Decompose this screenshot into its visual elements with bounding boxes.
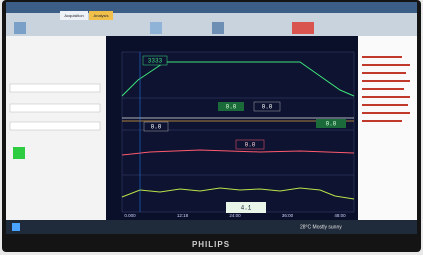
readout: 3333 bbox=[148, 58, 163, 65]
list-item[interactable] bbox=[362, 72, 406, 74]
tab-label[interactable]: Analysis bbox=[94, 13, 109, 18]
list-item[interactable] bbox=[362, 104, 408, 106]
list-item[interactable] bbox=[362, 80, 410, 82]
dropdown[interactable] bbox=[10, 84, 100, 92]
readout: 0.0 bbox=[245, 142, 256, 149]
time-label: 36:00 bbox=[282, 213, 294, 218]
brand: PHILIPS bbox=[192, 240, 230, 249]
readout: 0.0 bbox=[226, 104, 237, 111]
taskbar bbox=[6, 220, 417, 234]
time-label: 0.000 bbox=[124, 213, 136, 218]
channel-list bbox=[362, 56, 410, 122]
list-item[interactable] bbox=[362, 96, 410, 98]
time-label: 48:00 bbox=[334, 213, 346, 218]
time-label: 24:00 bbox=[229, 213, 241, 218]
list-item[interactable] bbox=[362, 56, 402, 58]
readout: 0.0 bbox=[151, 124, 162, 131]
time-label: 12:18 bbox=[177, 213, 189, 218]
toolbar-button[interactable] bbox=[292, 22, 314, 34]
readout: 0.0 bbox=[262, 104, 273, 111]
photo: Acquisition Analysis 3333 0.0 0.0 0.0 0.… bbox=[0, 0, 423, 255]
tab-label[interactable]: Acquisition bbox=[64, 13, 83, 18]
toolbar-icon[interactable] bbox=[212, 22, 224, 34]
list-item[interactable] bbox=[362, 88, 404, 90]
color-swatch[interactable] bbox=[13, 147, 25, 159]
readout: 4.1 bbox=[241, 205, 252, 212]
list-item[interactable] bbox=[362, 112, 410, 114]
list-item[interactable] bbox=[362, 64, 410, 66]
weather[interactable]: 28°C Mostly sunny bbox=[300, 224, 342, 230]
toolbar-icon[interactable] bbox=[14, 22, 26, 34]
dropdown[interactable] bbox=[10, 104, 100, 112]
readout: 0.0 bbox=[326, 121, 337, 128]
dropdown[interactable] bbox=[10, 122, 100, 130]
toolbar-icon[interactable] bbox=[150, 22, 162, 34]
start-button[interactable] bbox=[12, 223, 20, 231]
right-panel bbox=[358, 36, 417, 220]
list-item[interactable] bbox=[362, 120, 402, 122]
